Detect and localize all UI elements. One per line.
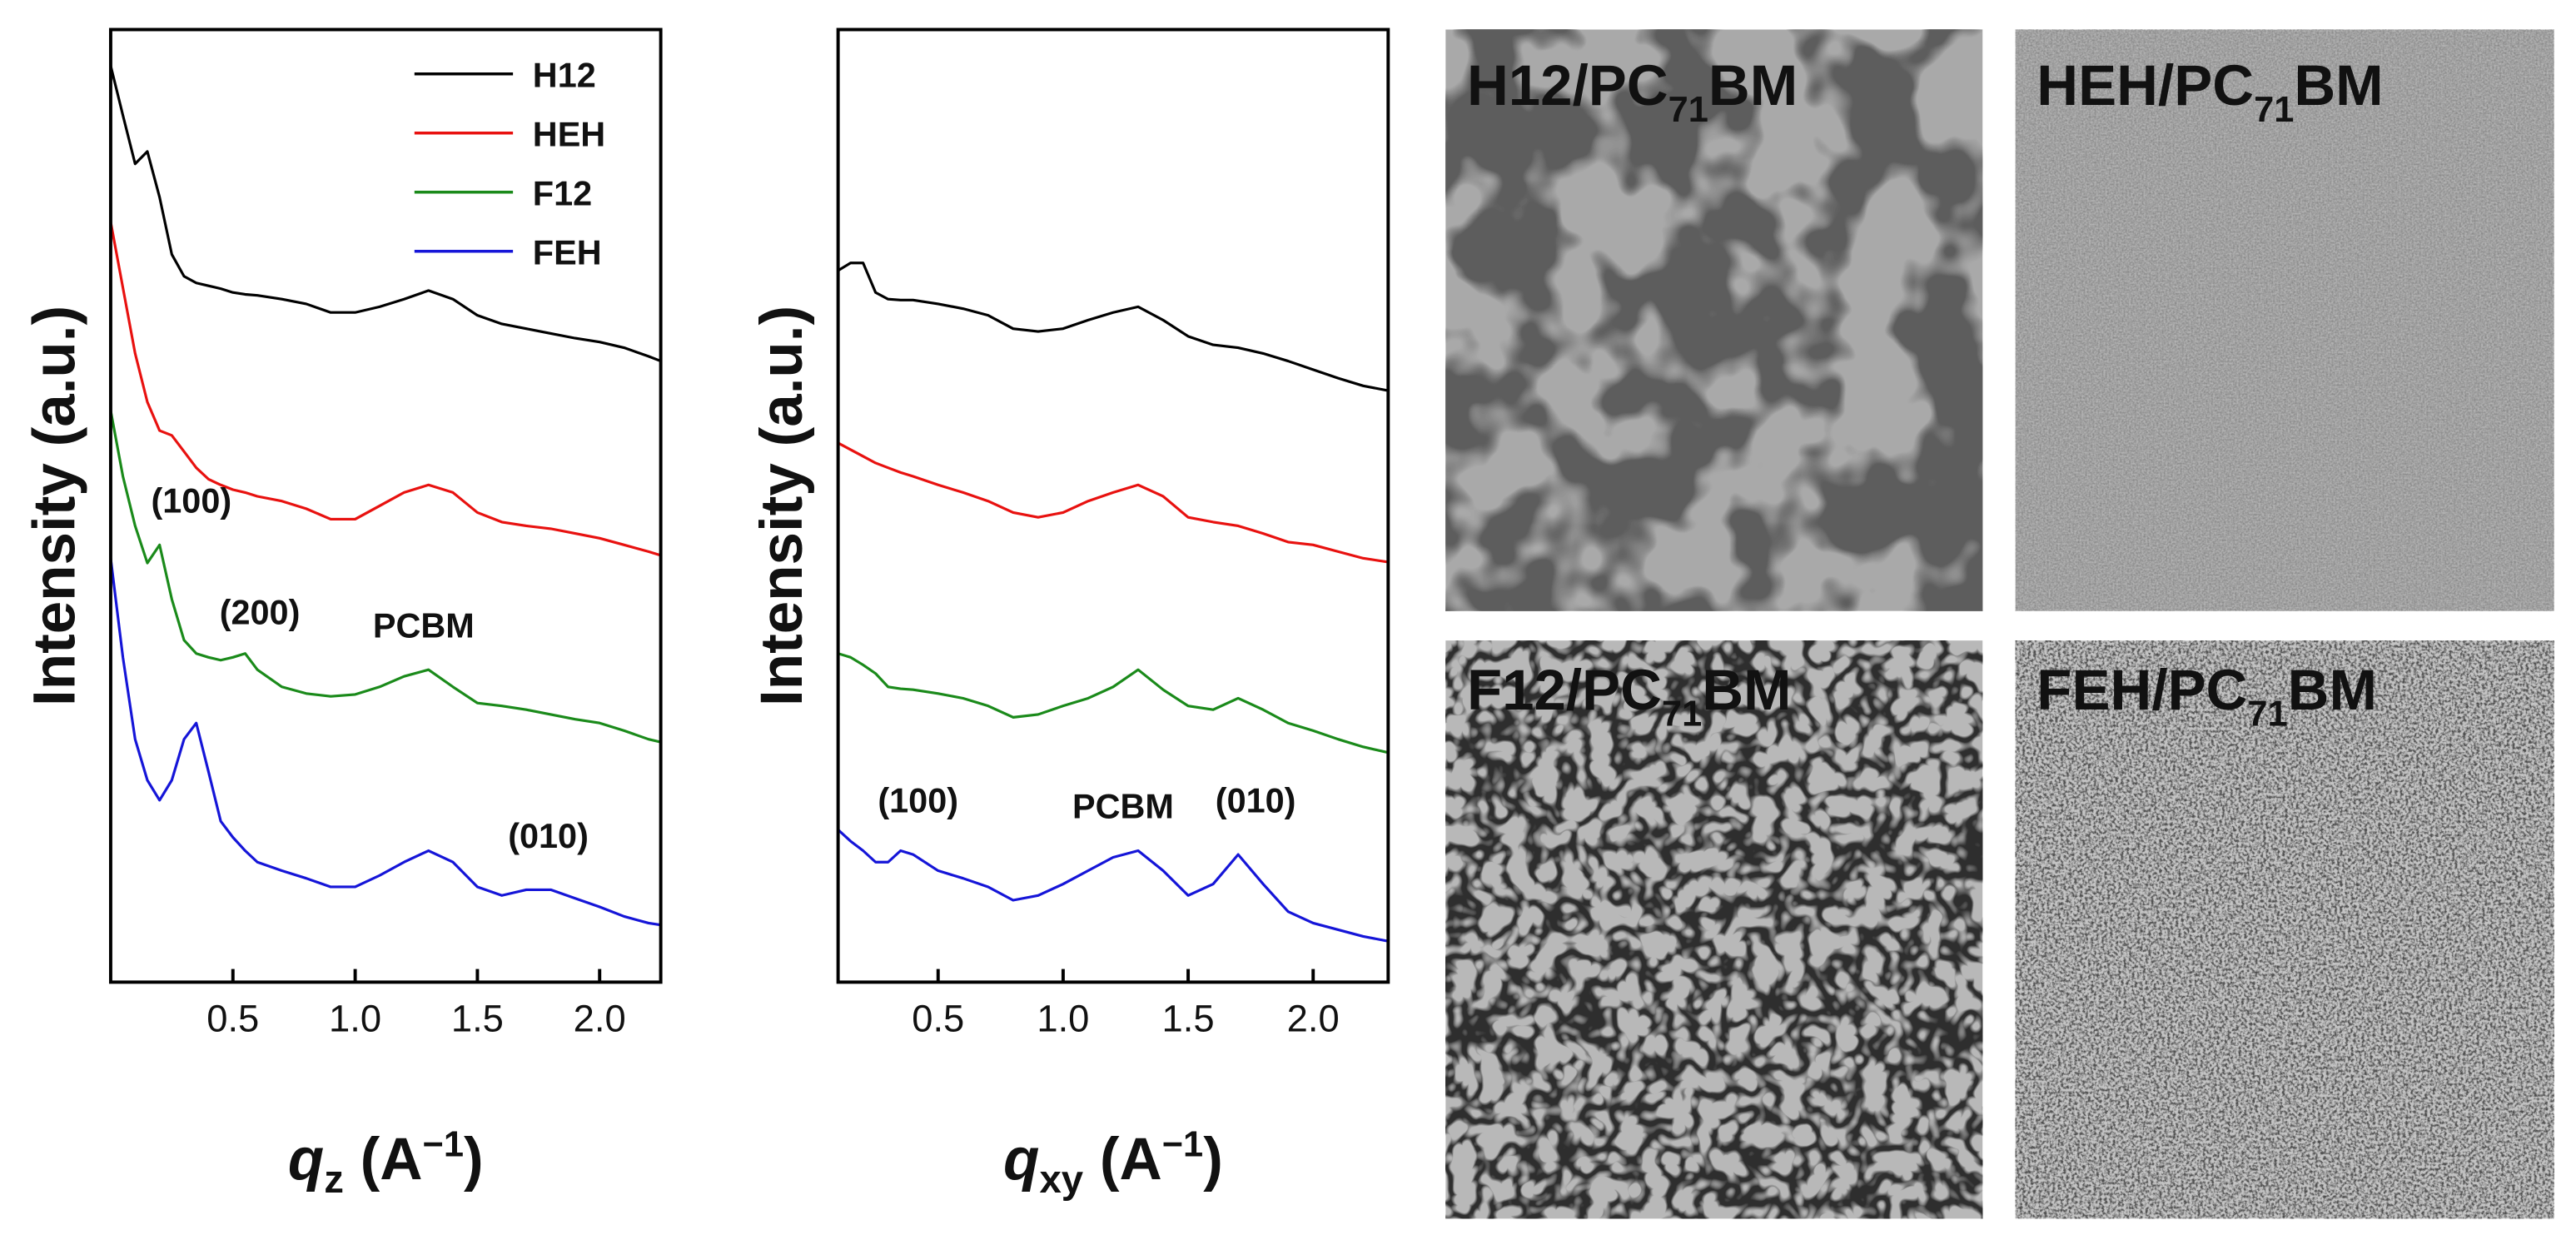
x-tick-label: 2.0 [574, 998, 626, 1040]
label-main: H12/PC [1467, 53, 1668, 117]
data-line [109, 65, 662, 363]
label-end: BM [1708, 53, 1798, 117]
x-tick-label: 1.0 [329, 998, 381, 1040]
data-line [837, 441, 1389, 564]
x-axis-unit: (A [361, 1127, 423, 1193]
x-axis-close: ) [1203, 1127, 1223, 1193]
annotation: PCBM [373, 606, 475, 645]
legend-label: F12 [533, 175, 592, 213]
label-end: BM [2288, 658, 2377, 722]
label-subscript: 71 [1668, 90, 1708, 130]
data-line [109, 558, 661, 927]
x-axis-symbol: q [288, 1127, 324, 1193]
label-main: F12/PC [1467, 658, 1662, 722]
x-tick-label: 2.0 [1287, 998, 1340, 1040]
x-axis-symbol: q [1003, 1127, 1039, 1193]
micrograph-texture [1445, 29, 1983, 611]
micrograph-label: FEH/PC71BM [2036, 658, 2377, 735]
label-main: HEH/PC [2036, 53, 2254, 117]
x-axis-label: qz (A−1) [288, 1124, 484, 1201]
x-tick-label: 1.0 [1037, 998, 1089, 1040]
micrograph-label: F12/PC71BM [1467, 658, 1792, 735]
annotation: (100) [878, 782, 958, 820]
label-subscript: 71 [2247, 695, 2287, 735]
y-axis-label: Intensity (a.u.) [749, 306, 815, 706]
x-axis-label: qxy (A−1) [1003, 1124, 1223, 1201]
plot-frame [836, 27, 1390, 984]
legend-label: H12 [533, 57, 596, 95]
x-axis-unit: (A [1100, 1127, 1162, 1193]
micrograph-label: HEH/PC71BM [2036, 53, 2383, 130]
label-main: FEH/PC [2036, 658, 2247, 722]
x-axis-subscript: xy [1039, 1158, 1083, 1202]
micrograph-texture [2015, 29, 2554, 611]
annotation: (200) [220, 593, 301, 631]
legend-label: HEH [533, 116, 605, 154]
annotation: (010) [1216, 782, 1296, 820]
micrograph-texture [1445, 640, 1983, 1219]
chart: 0.5 1.0 1.5 2.0 Intensity (a.u.) qxy (A−1) (100… [749, 27, 1390, 1202]
data-line [109, 222, 662, 557]
label-subscript: 71 [1662, 695, 1702, 735]
label-end: BM [2294, 53, 2383, 117]
y-axis-label: Intensity (a.u.) [22, 306, 88, 706]
data-line [838, 652, 1389, 754]
label-subscript: 71 [2254, 90, 2294, 130]
data-line [109, 410, 661, 744]
legend-label: FEH [533, 234, 602, 272]
x-axis-close: ) [464, 1127, 484, 1193]
label-end: BM [1702, 658, 1791, 722]
data-line [837, 829, 1389, 943]
x-tick-label: 1.5 [1162, 998, 1215, 1040]
chart: 0.5 1.0 1.5 2.0 Intensity (a.u.) qz (A−1) (100)… [22, 27, 663, 1202]
micrograph-texture [2015, 640, 2554, 1219]
x-axis-superscript: −1 [1162, 1124, 1203, 1164]
x-axis-subscript: z [324, 1158, 344, 1202]
x-tick-label: 1.5 [451, 998, 504, 1040]
plot-frame [108, 27, 663, 984]
data-line [837, 261, 1389, 392]
annotation: (100) [152, 481, 232, 520]
micrograph-panels [1445, 29, 2554, 1219]
x-tick-label: 0.5 [206, 998, 259, 1040]
x-tick-label: 0.5 [912, 998, 964, 1040]
annotation: (010) [508, 817, 589, 855]
micrograph-label: H12/PC71BM [1467, 53, 1798, 130]
x-axis-superscript: −1 [423, 1124, 464, 1164]
annotation: PCBM [1072, 788, 1174, 826]
